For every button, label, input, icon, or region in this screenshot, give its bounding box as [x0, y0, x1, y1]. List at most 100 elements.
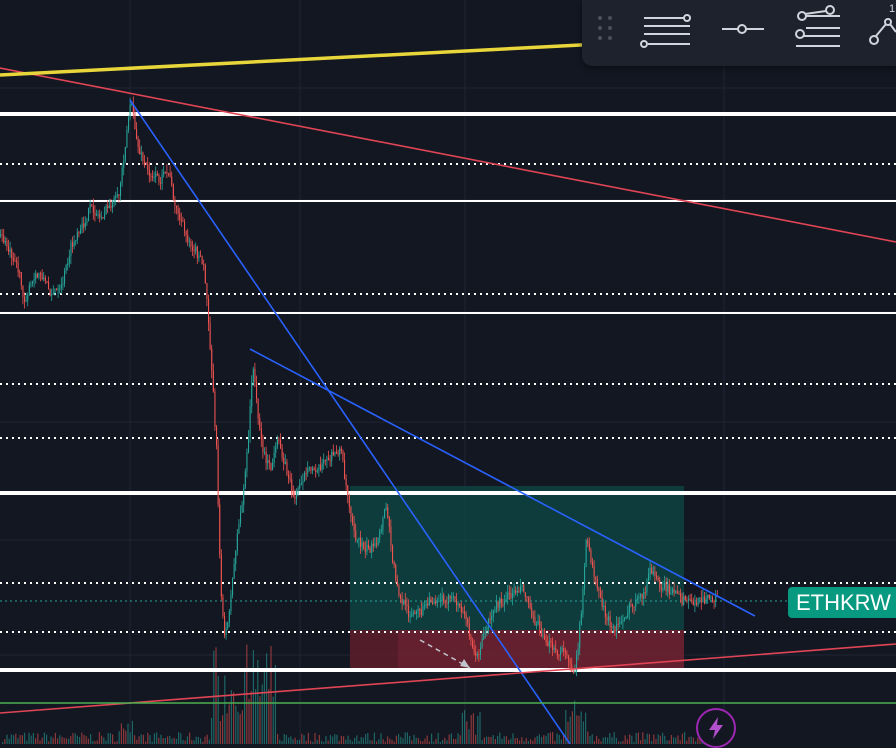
volume-bar: [692, 737, 694, 744]
candle-body: [611, 626, 613, 628]
candle-body: [160, 182, 162, 184]
volume-bar: [325, 736, 327, 744]
volume-bar: [343, 736, 345, 744]
price-levels[interactable]: [0, 112, 896, 672]
volume-bar: [578, 715, 580, 744]
candle-body: [158, 174, 160, 183]
volume-bar: [17, 738, 19, 744]
candle-body: [355, 530, 357, 540]
trendlines[interactable]: [0, 42, 896, 744]
candle-body: [113, 197, 115, 202]
volume-bar: [123, 728, 125, 744]
volume-bar: [164, 737, 166, 744]
horizontal-ray-icon[interactable]: [716, 0, 766, 66]
volume-bar: [175, 738, 177, 744]
volume-bar: [644, 739, 646, 744]
candle-body: [22, 285, 24, 297]
volume-bar: [523, 741, 525, 744]
candle-body: [240, 512, 242, 524]
candle-body: [224, 615, 226, 636]
volume-bar: [109, 733, 111, 744]
candle-body: [76, 232, 78, 241]
candle-body: [91, 204, 93, 207]
candle-body: [560, 651, 562, 656]
candle-body: [662, 588, 664, 591]
candle-body: [184, 221, 186, 231]
candle-body: [483, 632, 485, 639]
candle-body: [291, 479, 293, 493]
horizontal-lines-icon[interactable]: [638, 0, 694, 66]
volume-bar: [369, 740, 371, 744]
candle-body: [512, 593, 514, 599]
candle-body: [86, 220, 88, 223]
candle-body: [334, 451, 336, 456]
candle-body: [169, 173, 171, 177]
volume-bar: [72, 732, 74, 744]
drag-handle-icon[interactable]: [596, 14, 614, 42]
candle-body: [4, 240, 6, 243]
candle-body: [43, 277, 45, 280]
candle-body: [404, 600, 406, 605]
candle-body: [27, 295, 29, 301]
candle-body: [377, 537, 379, 545]
candle-body: [278, 439, 280, 441]
candle-body: [88, 208, 90, 221]
volume-bar: [514, 738, 516, 744]
volume-bar: [54, 732, 56, 744]
long-position-tool[interactable]: [350, 486, 684, 670]
path-icon[interactable]: 1: [866, 0, 896, 66]
candle-body: [182, 220, 184, 222]
candle-body: [556, 650, 558, 656]
candle-body: [625, 617, 627, 619]
candle-body: [536, 624, 538, 626]
volume-bar: [277, 734, 279, 744]
volume-bar: [279, 739, 281, 744]
candle-body: [201, 256, 203, 265]
volume-bar: [81, 732, 83, 744]
volume-bar: [131, 720, 133, 744]
candle-body: [492, 610, 494, 616]
volume-bar: [41, 737, 43, 744]
candle-body: [57, 288, 59, 291]
candle-body: [376, 543, 378, 545]
volume-bar: [400, 736, 402, 744]
alert-button[interactable]: [696, 708, 736, 748]
trendline: [129, 99, 571, 744]
volume-bar: [142, 734, 144, 744]
candle-body: [646, 581, 648, 593]
volume-bar: [147, 732, 149, 744]
candle-body: [78, 232, 80, 234]
volume-bar: [431, 733, 433, 744]
candle-body: [672, 589, 674, 593]
candle-body: [433, 601, 435, 604]
volume-bar: [391, 739, 393, 744]
candle-body: [304, 472, 306, 481]
candle-body: [632, 604, 634, 607]
candle-body: [206, 283, 208, 299]
volume-bar: [681, 733, 683, 744]
volume-bar: [153, 733, 155, 744]
candle-body: [272, 463, 274, 471]
candle-body: [478, 653, 480, 655]
candle-body: [396, 579, 398, 587]
volume-bar: [107, 733, 109, 744]
volume-bar: [468, 729, 470, 744]
volume-bar: [182, 740, 184, 744]
candle-body: [150, 175, 152, 177]
candle-body: [542, 635, 544, 637]
candle-body: [443, 595, 445, 603]
volume-bar: [571, 711, 573, 744]
volume-bar: [589, 736, 591, 744]
candle-body: [166, 172, 168, 174]
fib-retracement-icon[interactable]: [790, 0, 846, 66]
candle-body: [414, 612, 416, 614]
candle-body: [491, 615, 493, 620]
volume-bar: [301, 733, 303, 744]
candle-body: [684, 596, 686, 601]
candle-body: [342, 450, 344, 461]
candle-body: [630, 604, 632, 606]
volume-bar: [156, 732, 158, 744]
volume-bar: [613, 732, 615, 744]
candle-body: [552, 642, 554, 650]
